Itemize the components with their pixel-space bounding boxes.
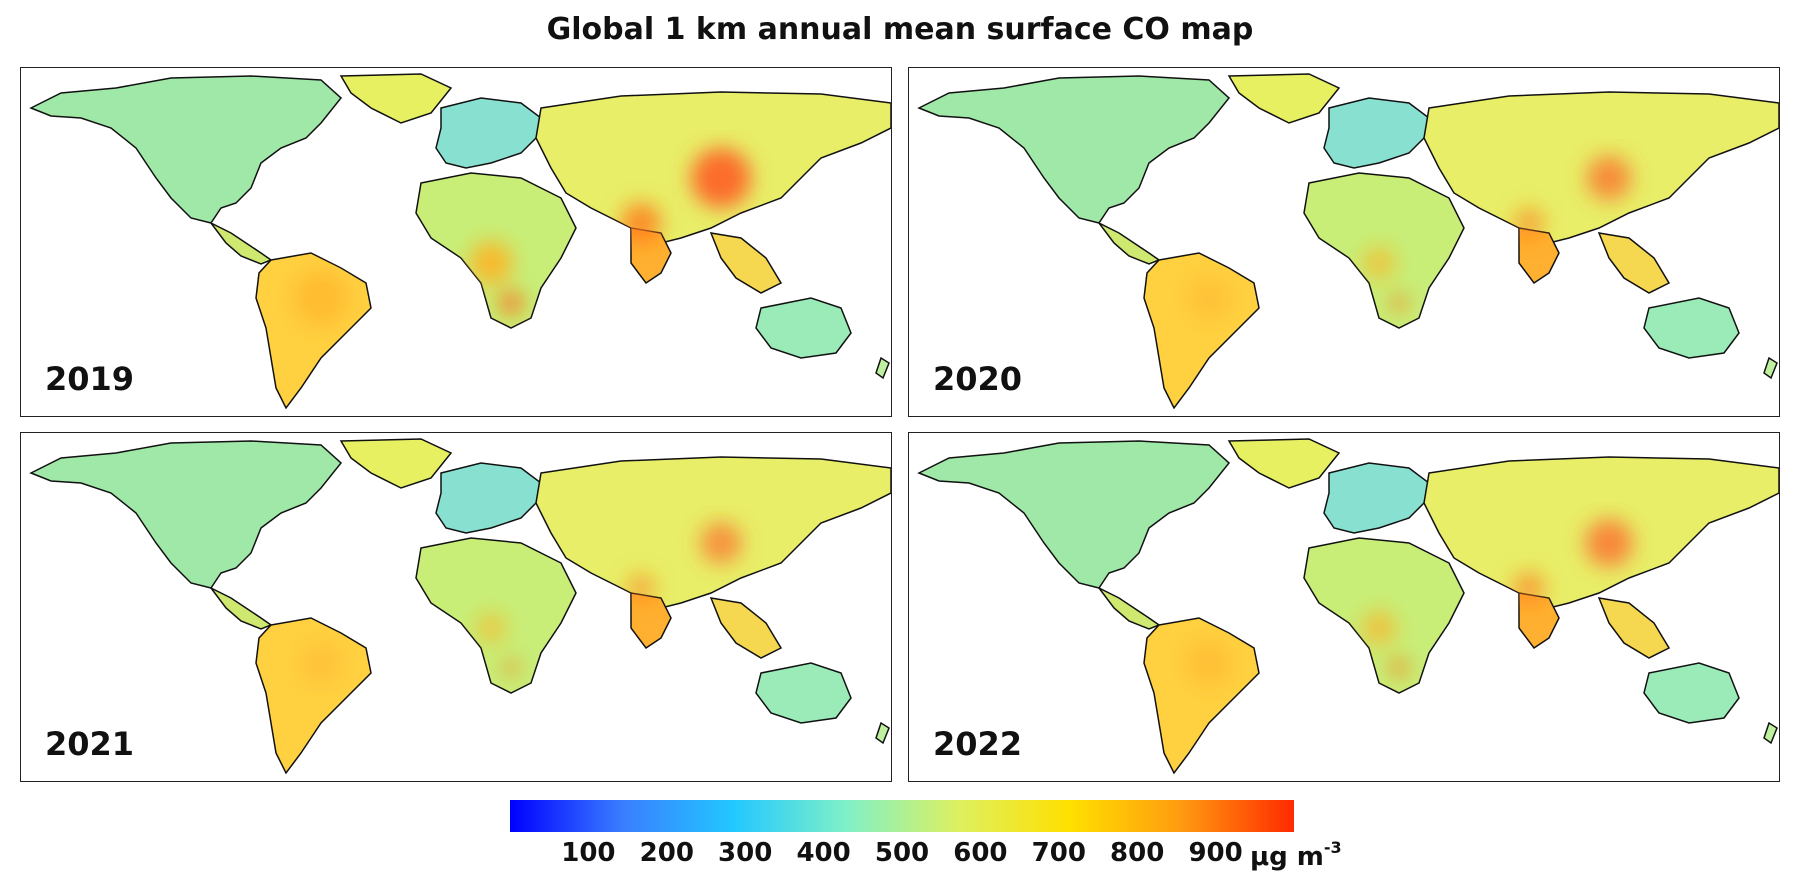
- landmass-australia: [755, 662, 852, 724]
- landmass-new-zealand: [875, 356, 890, 380]
- landmass-north-america: [29, 440, 343, 589]
- colorbar-ticks: 100 200 300 400 500 600 700 800 900: [510, 838, 1294, 878]
- landmass-southeast-asia: [709, 232, 783, 294]
- colorbar-tick-label: 600: [953, 838, 1008, 868]
- landmass-greenland: [1227, 438, 1341, 489]
- landmass-new-zealand: [1763, 721, 1778, 745]
- world-map: [917, 438, 1779, 775]
- co-hotspots: [1186, 519, 1633, 686]
- co-hotspots: [1188, 155, 1632, 319]
- landmass-greenland: [339, 73, 453, 124]
- colorbar-tick-label: 200: [639, 838, 694, 868]
- year-label: 2022: [933, 725, 1023, 763]
- landmass-southeast-asia: [1597, 232, 1671, 294]
- map-panel-2021: 2021: [20, 432, 892, 782]
- landmass-new-zealand: [1763, 356, 1778, 380]
- colorbar-tick-label: 900: [1188, 838, 1243, 868]
- year-label: 2021: [45, 725, 135, 763]
- landmass-australia: [755, 297, 852, 359]
- landmass-central-america: [1098, 222, 1161, 265]
- world-map: [29, 73, 891, 410]
- colorbar-tick-label: 400: [796, 838, 851, 868]
- map-panel-2020: 2020: [908, 67, 1780, 417]
- colorbar-tick-label: 700: [1031, 838, 1086, 868]
- landmass-south-america: [1143, 252, 1260, 410]
- world-map: [917, 73, 1779, 410]
- co-hotspots: [293, 148, 751, 326]
- colorbar-tick-label: 100: [561, 838, 616, 868]
- landmass-europe: [435, 97, 542, 169]
- landmass-north-america: [917, 440, 1231, 589]
- colorbar: [510, 800, 1294, 832]
- landmass-europe: [1323, 462, 1430, 534]
- colorbar-unit: μg m-3: [1250, 838, 1342, 872]
- landmass-north-america: [29, 75, 343, 224]
- landmass-india: [1518, 592, 1560, 650]
- year-label: 2020: [933, 360, 1023, 398]
- landmass-new-zealand: [875, 721, 890, 745]
- colorbar-tick-label: 800: [1110, 838, 1165, 868]
- landmass-southeast-asia: [1597, 597, 1671, 659]
- year-label: 2019: [45, 360, 135, 398]
- landmass-india: [630, 592, 672, 650]
- landmass-central-america: [1098, 587, 1161, 630]
- landmass-north-america: [917, 75, 1231, 224]
- landmass-southeast-asia: [709, 597, 783, 659]
- landmass-central-america: [210, 222, 273, 265]
- map-panel-2022: 2022: [908, 432, 1780, 782]
- colorbar-tick-label: 500: [874, 838, 930, 868]
- landmass-greenland: [1227, 73, 1341, 124]
- colorbar-tick-label: 300: [718, 838, 773, 868]
- landmass-greenland: [339, 438, 453, 489]
- landmass-australia: [1643, 662, 1740, 724]
- figure-title: Global 1 km annual mean surface CO map: [546, 12, 1254, 47]
- landmass-central-america: [210, 587, 273, 630]
- landmass-europe: [1323, 97, 1430, 169]
- landmass-australia: [1643, 297, 1740, 359]
- world-map: [29, 438, 891, 775]
- landmass-europe: [435, 462, 542, 534]
- landmass-south-america: [1143, 617, 1260, 775]
- landmass-south-america: [255, 617, 372, 775]
- landmass-india: [1518, 227, 1560, 285]
- co-hotspots: [301, 522, 742, 683]
- map-panel-2019: 2019: [20, 67, 892, 417]
